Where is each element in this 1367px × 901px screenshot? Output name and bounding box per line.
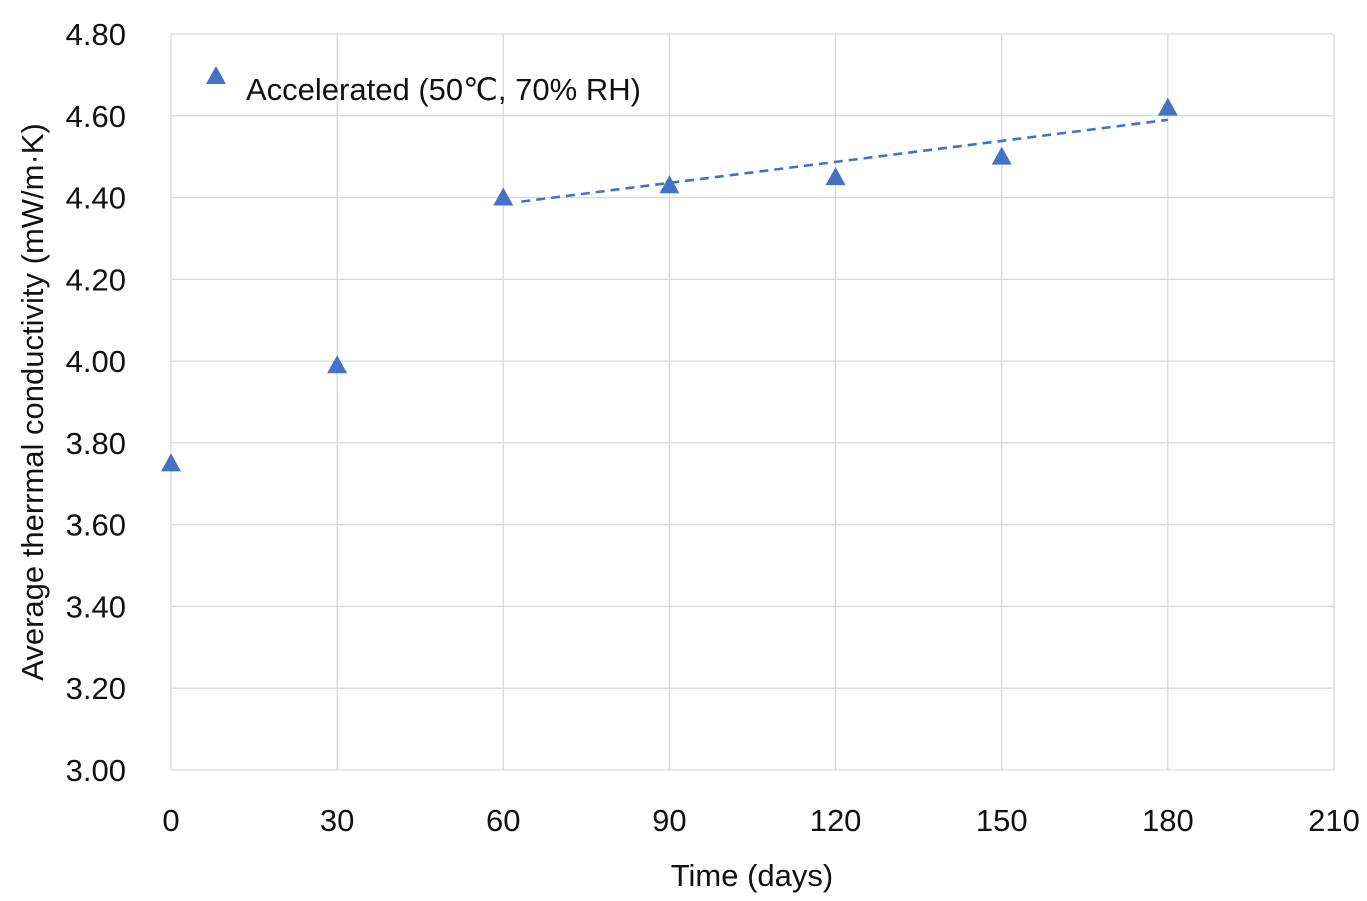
x-tick-label: 60 bbox=[486, 803, 520, 838]
trendline bbox=[521, 118, 1169, 203]
y-tick-label: 4.20 bbox=[66, 262, 126, 297]
y-axis-title: Average therrmal conductivity (mW/m·K) bbox=[15, 123, 50, 681]
tick-labels: 3.00 3.20 3.40 3.60 3.80 4.00 4.20 4.40 4.60 4.80… bbox=[66, 17, 1360, 838]
y-tick-label: 4.60 bbox=[66, 99, 126, 134]
legend: Accelerated (50℃, 70% RH) bbox=[206, 66, 641, 107]
data-points bbox=[161, 97, 1178, 472]
grid-lines bbox=[170, 33, 1335, 771]
y-tick-label: 3.60 bbox=[66, 508, 126, 543]
y-tick-label: 3.00 bbox=[66, 753, 126, 788]
trendline-group bbox=[521, 118, 1169, 203]
x-tick-label: 0 bbox=[162, 803, 179, 838]
y-tick-label: 3.20 bbox=[66, 671, 126, 706]
legend-marker-triangle-icon bbox=[206, 66, 226, 84]
x-tick-label: 150 bbox=[976, 803, 1028, 838]
x-axis-title: Time (days) bbox=[671, 858, 833, 893]
data-point-triangle bbox=[327, 355, 348, 374]
data-point-triangle bbox=[493, 187, 514, 206]
data-point-triangle bbox=[825, 167, 846, 186]
y-tick-label: 3.80 bbox=[66, 426, 126, 461]
x-tick-label: 90 bbox=[652, 803, 686, 838]
x-tick-label: 180 bbox=[1142, 803, 1194, 838]
y-tick-label: 4.80 bbox=[66, 17, 126, 52]
x-tick-label: 210 bbox=[1308, 803, 1360, 838]
data-point-triangle bbox=[659, 175, 680, 194]
y-tick-label: 4.00 bbox=[66, 344, 126, 379]
y-tick-label: 3.40 bbox=[66, 589, 126, 624]
x-tick-label: 30 bbox=[320, 803, 354, 838]
data-point-triangle bbox=[1157, 97, 1178, 116]
data-point-triangle bbox=[161, 453, 181, 472]
data-point-triangle bbox=[991, 146, 1012, 165]
y-tick-label: 4.40 bbox=[66, 181, 126, 216]
x-tick-label: 120 bbox=[810, 803, 862, 838]
legend-label: Accelerated (50℃, 70% RH) bbox=[246, 72, 641, 107]
